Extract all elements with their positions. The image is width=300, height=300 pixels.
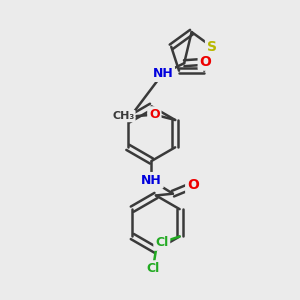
Text: O: O <box>200 55 211 69</box>
Text: O: O <box>149 108 160 121</box>
Text: NH: NH <box>141 174 162 187</box>
Text: Cl: Cl <box>155 236 168 249</box>
Text: NH: NH <box>152 67 173 80</box>
Text: S: S <box>207 40 217 54</box>
Text: CH₃: CH₃ <box>112 111 134 121</box>
Text: Cl: Cl <box>146 262 160 275</box>
Text: O: O <box>187 178 199 192</box>
